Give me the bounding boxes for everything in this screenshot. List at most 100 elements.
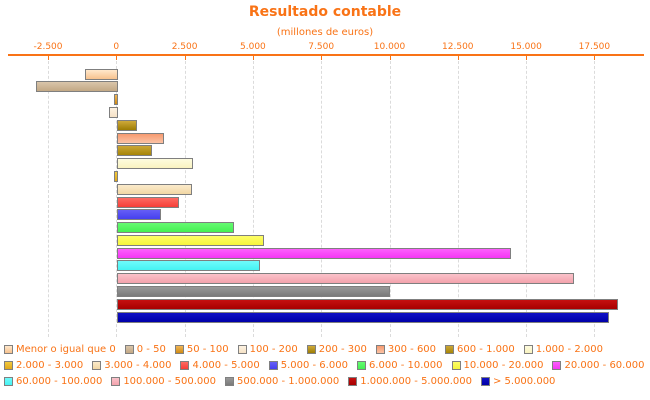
- x-axis-line: [8, 54, 644, 56]
- legend-swatch: [348, 377, 358, 386]
- bar: [117, 234, 264, 246]
- legend-item: 300 - 600: [375, 344, 436, 355]
- legend-item: 5.000 - 6.000: [268, 360, 348, 371]
- legend-label: 100 - 200: [249, 344, 298, 355]
- x-tick-label: 17.500: [578, 42, 611, 52]
- legend-item: 500.000 - 1.000.000: [224, 376, 340, 387]
- gridline: [116, 61, 118, 337]
- legend-item: 600 - 1.000: [445, 344, 515, 355]
- legend-item: 0 - 50: [124, 344, 166, 355]
- bar: [117, 311, 610, 323]
- x-tick-label: 0: [113, 42, 120, 52]
- bar: [114, 94, 119, 106]
- legend-label: 50 - 100: [186, 344, 229, 355]
- bar: [117, 260, 260, 272]
- x-tick-label: 5.000: [240, 42, 266, 52]
- x-tick-mark: [389, 56, 391, 60]
- chart-subtitle: (millones de euros): [276, 27, 374, 38]
- legend-swatch: [268, 361, 278, 370]
- x-tick-label: 2.500: [171, 42, 198, 52]
- legend-swatch: [451, 361, 461, 370]
- bar: [117, 183, 192, 195]
- x-tick-label: 12.500: [442, 42, 474, 52]
- legend-label: 0 - 50: [136, 344, 166, 355]
- legend-swatch: [552, 361, 562, 370]
- legend-swatch: [174, 345, 184, 354]
- legend-swatch: [4, 361, 13, 370]
- legend-swatch: [375, 345, 385, 354]
- legend-item: 6.000 - 10.000: [356, 360, 443, 371]
- legend-label: 3.000 - 4.000: [104, 360, 172, 371]
- bar: [84, 68, 119, 80]
- legend-item: 200 - 300: [306, 344, 367, 355]
- legend-swatch: [180, 361, 190, 370]
- legend-swatch: [480, 377, 490, 386]
- x-tick-mark: [594, 56, 596, 60]
- x-tick-label: 10.000: [373, 42, 406, 52]
- legend-item: 50 - 100: [174, 344, 229, 355]
- legend-label: 5.000 - 6.000: [280, 360, 348, 371]
- legend-swatch: [92, 361, 102, 370]
- x-tick-mark: [321, 56, 323, 60]
- bar: [117, 209, 161, 221]
- legend-swatch: [4, 345, 13, 354]
- x-tick-mark: [457, 56, 459, 60]
- legend-label: 6.000 - 10.000: [368, 360, 443, 371]
- bar: [117, 286, 391, 298]
- bar: [117, 298, 619, 310]
- bar: [117, 273, 574, 285]
- legend-item: 2.000 - 3.000: [4, 360, 83, 371]
- gridline: [321, 61, 323, 337]
- legend-item: Menor o igual que 0: [4, 344, 116, 355]
- legend: Menor o igual que 0 0 - 50 50 - 100 100 - 2…: [4, 344, 648, 387]
- x-tick-mark: [48, 56, 49, 60]
- legend-item: 20.000 - 60.000: [552, 360, 644, 371]
- x-tick-mark: [252, 56, 254, 60]
- legend-label: 1.000.000 - 5.000.000: [360, 376, 472, 387]
- gridline: [252, 61, 254, 337]
- bar: [35, 81, 119, 93]
- legend-swatch: [124, 345, 134, 354]
- legend-label: 10.000 - 20.000: [463, 360, 544, 371]
- legend-swatch: [4, 377, 13, 386]
- legend-label: 200 - 300: [318, 344, 367, 355]
- x-tick-label: -2.500: [33, 42, 63, 52]
- x-tick-label: 15.000: [510, 42, 542, 52]
- legend-label: 1.000 - 2.000: [535, 344, 603, 355]
- legend-swatch: [224, 377, 234, 386]
- legend-label: 60.000 - 100.000: [16, 376, 103, 387]
- gridline: [389, 61, 391, 337]
- x-tick-mark: [184, 56, 186, 60]
- bar: [109, 106, 119, 118]
- legend-label: 500.000 - 1.000.000: [236, 376, 340, 387]
- legend-label: > 5.000.000: [492, 376, 556, 387]
- gridline: [48, 61, 49, 337]
- legend-item: 10.000 - 20.000: [451, 360, 544, 371]
- x-tick-mark: [116, 56, 118, 60]
- chart-title: Resultado contable: [248, 4, 402, 20]
- bar: [117, 196, 179, 208]
- legend-item: 60.000 - 100.000: [4, 376, 102, 387]
- legend-item: 1.000 - 2.000: [523, 344, 603, 355]
- legend-item: 100 - 200: [237, 344, 298, 355]
- bar: [117, 158, 193, 170]
- gridline: [594, 61, 596, 337]
- legend-item: 1.000.000 - 5.000.000: [348, 376, 472, 387]
- bar: [117, 119, 138, 131]
- bar: [114, 170, 119, 182]
- bar: [117, 145, 152, 157]
- bar: [117, 132, 165, 144]
- legend-swatch: [111, 377, 121, 386]
- legend-swatch: [237, 345, 247, 354]
- legend-swatch: [356, 361, 366, 370]
- legend-label: Menor o igual que 0: [16, 344, 116, 355]
- x-tick-label: 7.500: [308, 42, 335, 52]
- gridline: [184, 61, 186, 337]
- legend-item: > 5.000.000: [480, 376, 556, 387]
- gridline: [457, 61, 459, 337]
- legend-label: 20.000 - 60.000: [564, 360, 645, 371]
- x-tick-mark: [526, 56, 528, 60]
- bar: [117, 222, 235, 234]
- legend-item: 4.000 - 5.000: [180, 360, 260, 371]
